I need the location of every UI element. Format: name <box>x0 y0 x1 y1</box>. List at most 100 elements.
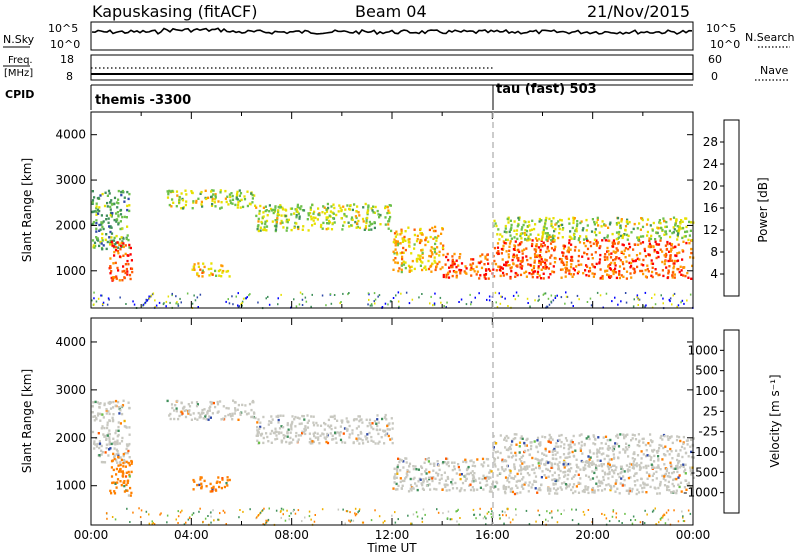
echo-cell <box>608 239 611 243</box>
echo-cell <box>357 425 360 428</box>
echo-cell <box>109 447 112 450</box>
echo-cell <box>400 270 403 274</box>
x-tick-label: 16:00 <box>475 528 510 542</box>
echo-cell <box>266 435 269 439</box>
echo-cell <box>611 445 614 448</box>
echo-cell <box>505 448 508 451</box>
echo-cell <box>277 431 281 434</box>
echo-cell <box>297 438 300 441</box>
noise-cell <box>578 298 580 301</box>
echo-cell <box>495 442 498 445</box>
echo-cell <box>519 491 522 494</box>
echo-cell <box>603 488 606 491</box>
echo-cell <box>643 249 647 253</box>
echo-cell <box>685 225 688 229</box>
echo-cell <box>116 439 119 442</box>
noise-cell <box>411 298 414 301</box>
echo-cell <box>467 472 470 476</box>
echo-cell <box>533 479 536 483</box>
echo-cell <box>620 274 623 277</box>
noise-cell <box>537 299 539 302</box>
echo-cell <box>421 483 424 487</box>
echo-cell <box>108 432 111 436</box>
echo-cell <box>219 189 222 192</box>
echo-cell <box>106 434 109 437</box>
echo-cell <box>120 405 123 408</box>
noise-cell <box>344 522 346 525</box>
echo-cell <box>519 273 523 277</box>
echo-cell <box>108 438 111 441</box>
echo-cell <box>482 488 485 491</box>
noise-cell <box>286 509 288 512</box>
noise-cell <box>311 293 313 296</box>
echo-cell <box>119 480 122 483</box>
echo-cell <box>533 265 536 268</box>
noise-cell <box>321 508 324 511</box>
echo-cell <box>553 261 557 264</box>
echo-cell <box>441 488 444 491</box>
echo-cell <box>112 245 115 248</box>
echo-cell <box>102 416 105 419</box>
echo-cell <box>95 222 98 225</box>
echo-cell <box>317 438 320 441</box>
echo-cell <box>330 427 333 431</box>
cpid-segment-2: tau (fast) 503 <box>496 82 597 97</box>
echo-cell <box>286 220 289 224</box>
echo-cell <box>101 239 104 242</box>
noise-cell <box>171 294 173 297</box>
echo-cell <box>97 212 100 215</box>
noise-cell <box>636 296 638 299</box>
echo-cell <box>562 244 565 247</box>
noise-cell <box>662 514 664 517</box>
echo-cell <box>490 490 493 493</box>
echo-cell <box>571 441 574 444</box>
echo-cell <box>378 440 381 443</box>
echo-cell <box>122 481 125 484</box>
echo-cell <box>667 259 670 263</box>
echo-cell <box>556 451 559 454</box>
echo-cell <box>572 267 575 270</box>
echo-cell <box>376 414 379 417</box>
echo-cell <box>287 428 290 431</box>
echo-cell <box>264 220 267 223</box>
noise-cell <box>191 302 194 305</box>
echo-cell <box>679 449 682 452</box>
echo-cell <box>574 449 577 452</box>
noise-cell <box>213 519 215 522</box>
echo-cell <box>448 488 451 492</box>
noise-cell <box>397 291 400 294</box>
echo-cell <box>651 229 654 232</box>
echo-cell <box>453 262 456 266</box>
noise-cell <box>362 521 365 524</box>
echo-cell <box>573 237 576 240</box>
echo-cell <box>492 448 495 452</box>
noise-cell <box>129 521 131 523</box>
echo-cell <box>313 431 317 434</box>
echo-cell <box>672 265 676 268</box>
y-tick-label: 3000 <box>55 173 86 187</box>
echo-cell <box>580 220 583 223</box>
nsearch-tick-bottom: 10^0 <box>710 38 740 51</box>
echo-cell <box>522 223 525 227</box>
echo-cell <box>657 255 660 259</box>
echo-cell <box>267 423 270 426</box>
echo-cell <box>598 246 601 250</box>
noise-cell <box>284 519 287 522</box>
noise-cell <box>222 509 225 512</box>
nsky-tick-top: 10^5 <box>48 22 78 35</box>
echo-cell <box>384 223 387 226</box>
echo-cell <box>432 237 435 240</box>
noise-cell <box>407 514 409 517</box>
echo-cell <box>686 483 689 486</box>
echo-cell <box>641 269 644 273</box>
echo-cell <box>567 447 570 451</box>
echo-cell <box>591 488 594 491</box>
echo-cell <box>313 434 316 438</box>
echo-cell <box>527 449 530 452</box>
echo-cell <box>311 440 314 443</box>
echo-cell <box>572 219 575 222</box>
echo-cell <box>401 479 404 483</box>
echo-cell <box>321 227 324 230</box>
echo-cell <box>251 415 254 419</box>
echo-cell <box>112 468 115 472</box>
